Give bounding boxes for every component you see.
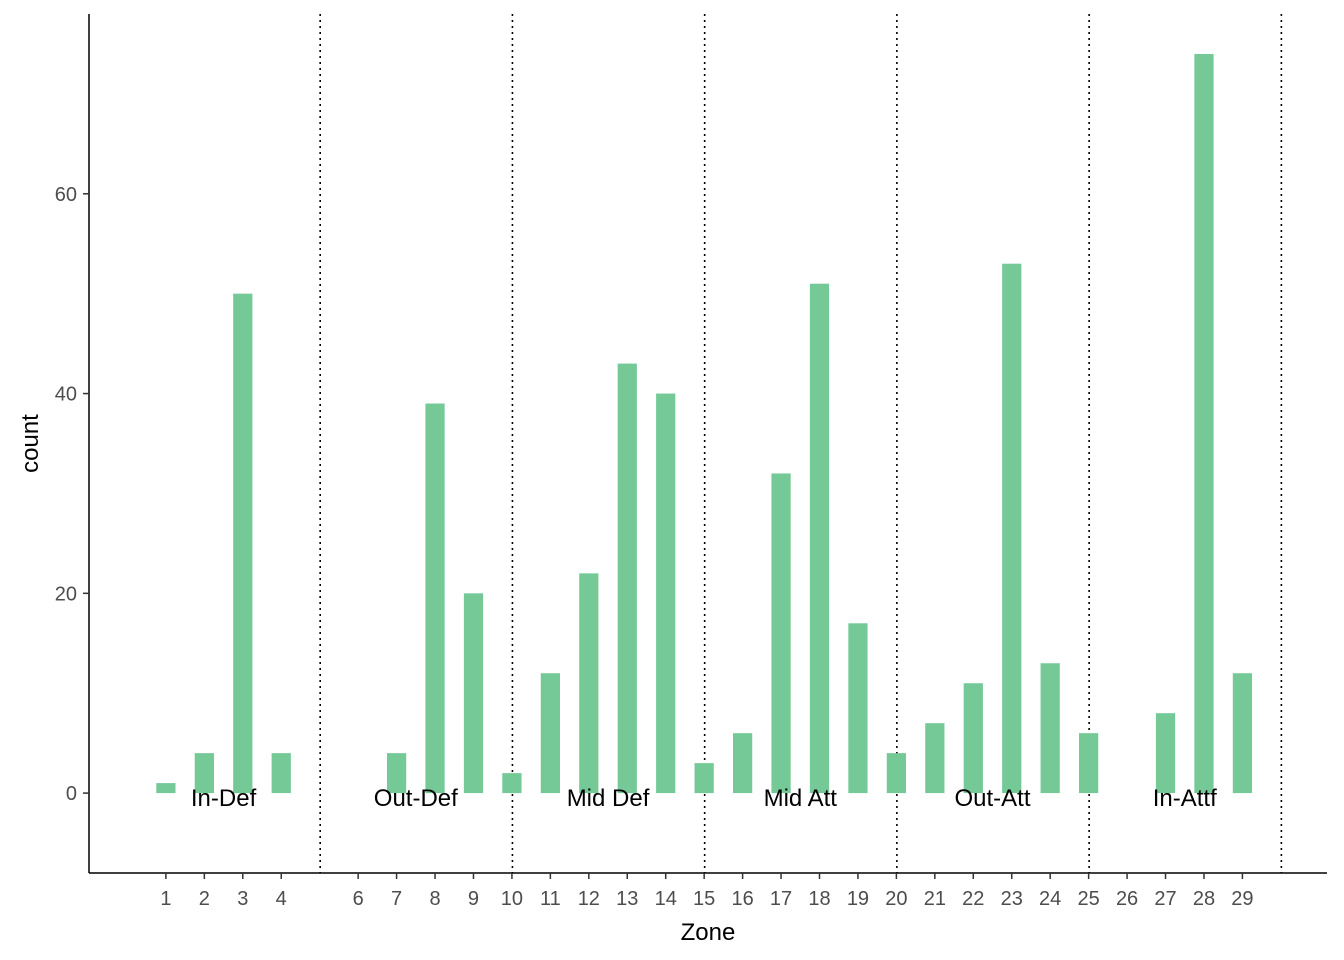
section-separators: [319, 14, 1283, 873]
bar-zone-13: [617, 363, 637, 794]
x-tick-label-26: 26: [1116, 888, 1138, 910]
bar-zone-12: [579, 573, 599, 794]
x-tick-label-23: 23: [1001, 888, 1023, 910]
bar-zone-2: [194, 753, 214, 794]
y-axis-title: count: [17, 414, 44, 473]
y-tick-label-40: 40: [55, 384, 77, 406]
y-tick-label-60: 60: [55, 184, 77, 206]
x-tick-label-24: 24: [1039, 888, 1061, 910]
bar-zone-11: [540, 673, 560, 794]
x-tick-label-16: 16: [731, 888, 753, 910]
bar-zone-16: [732, 733, 753, 794]
x-tick-label-19: 19: [847, 888, 869, 910]
y-axis-ticks: 0 20 40 60: [55, 184, 89, 805]
x-tick-label-8: 8: [429, 888, 440, 910]
x-axis-ticks: 1 2 3 4 6 7 8 9 10 11 12 13 14 15 16 17 18 19 20 21 22 23 24 25…: [160, 873, 1254, 910]
bar-zone-9: [463, 593, 484, 794]
x-tick-label-4: 4: [276, 888, 287, 910]
x-tick-label-11: 11: [540, 888, 561, 910]
bar-zone-20: [886, 753, 907, 794]
x-tick-label-17: 17: [770, 888, 792, 910]
x-tick-label-3: 3: [237, 888, 248, 910]
x-tick-label-6: 6: [353, 888, 364, 910]
bar-zone-27: [1155, 713, 1176, 794]
bar-zone-24: [1040, 663, 1060, 794]
x-tick-label-15: 15: [693, 888, 715, 910]
bar-zone-7: [386, 753, 407, 794]
bar-zone-15: [694, 763, 714, 794]
x-tick-label-20: 20: [885, 888, 907, 910]
section-label-6: In-Attf: [1153, 785, 1217, 812]
x-tick-label-7: 7: [391, 888, 402, 910]
x-tick-label-13: 13: [616, 888, 638, 910]
section-label-3: Mid Def: [567, 785, 650, 812]
section-label-4: Mid Att: [764, 785, 838, 812]
x-tick-label-18: 18: [808, 888, 830, 910]
x-tick-label-29: 29: [1231, 888, 1253, 910]
bar-zone-18: [809, 283, 830, 794]
bar-zone-4: [271, 753, 291, 794]
section-label-1: In-Def: [191, 785, 257, 812]
x-tick-label-21: 21: [924, 888, 946, 910]
x-tick-label-25: 25: [1078, 888, 1100, 910]
section-label-2: Out-Def: [374, 785, 458, 812]
bars: [156, 53, 1253, 794]
section-label-5: Out-Att: [954, 785, 1030, 812]
bar-zone-23: [1002, 263, 1022, 794]
bar-zone-1: [156, 783, 176, 794]
bar-zone-10: [502, 773, 522, 794]
x-tick-label-10: 10: [501, 888, 523, 910]
x-tick-label-28: 28: [1193, 888, 1215, 910]
x-axis-title: Zone: [681, 919, 736, 946]
bar-zone-25: [1079, 733, 1099, 794]
x-tick-label-1: 1: [160, 888, 171, 910]
bar-zone-29: [1232, 673, 1253, 794]
x-tick-label-2: 2: [199, 888, 210, 910]
x-tick-label-12: 12: [578, 888, 600, 910]
x-tick-label-14: 14: [655, 888, 677, 910]
bar-zone-28: [1194, 53, 1214, 794]
bar-zone-19: [848, 623, 868, 794]
y-tick-label-0: 0: [66, 783, 77, 805]
section-labels: In-Def Out-Def Mid Def Mid Att Out-Att In-Att…: [191, 785, 1217, 812]
x-tick-label-9: 9: [468, 888, 479, 910]
bar-zone-21: [925, 723, 945, 794]
bar-zone-8: [425, 403, 445, 794]
bar-zone-17: [771, 473, 791, 794]
bar-zone-3: [233, 293, 253, 794]
bar-zone-14: [656, 393, 676, 794]
x-tick-label-27: 27: [1154, 888, 1176, 910]
bar-zone-22: [963, 683, 983, 794]
y-tick-label-20: 20: [55, 583, 77, 605]
x-tick-label-22: 22: [962, 888, 984, 910]
